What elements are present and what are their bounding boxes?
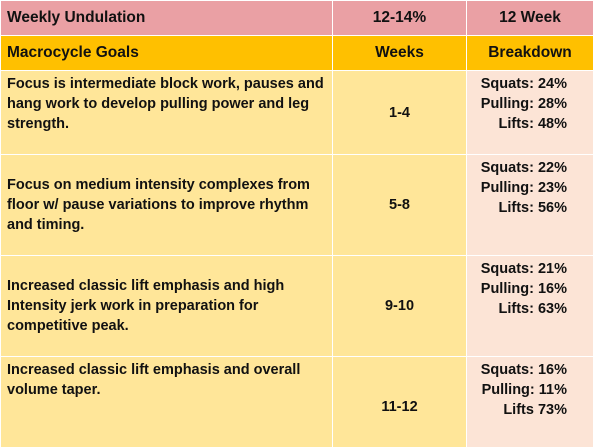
goal-cell: Increased classic lift emphasis and over… bbox=[1, 357, 333, 448]
table-row: Increased classic lift emphasis and high… bbox=[1, 256, 593, 357]
weeks-cell: 9-10 bbox=[333, 256, 467, 357]
table-row: Focus is intermediate block work, pauses… bbox=[1, 71, 593, 155]
table-title: Weekly Undulation bbox=[1, 1, 333, 36]
breakdown-cell: Squats: 16% Pulling: 11% Lifts 73% bbox=[467, 357, 593, 448]
column-header-weeks: Weeks bbox=[333, 36, 467, 71]
pulling-percent: Pulling: 11% bbox=[473, 380, 567, 400]
column-header-breakdown: Breakdown bbox=[467, 36, 593, 71]
squats-percent: Squats: 24% bbox=[473, 74, 567, 94]
weeks-cell: 1-4 bbox=[333, 71, 467, 155]
breakdown-cell: Squats: 21% Pulling: 16% Lifts: 63% bbox=[467, 256, 593, 357]
weeks-cell: 11-12 bbox=[333, 357, 467, 448]
goal-cell: Focus is intermediate block work, pauses… bbox=[1, 71, 333, 155]
lifts-percent: Lifts 73% bbox=[473, 400, 567, 420]
goal-cell: Increased classic lift emphasis and high… bbox=[1, 256, 333, 357]
squats-percent: Squats: 16% bbox=[473, 360, 567, 380]
lifts-percent: Lifts: 56% bbox=[473, 198, 567, 218]
column-header-goals: Macrocycle Goals bbox=[1, 36, 333, 71]
pulling-percent: Pulling: 23% bbox=[473, 178, 567, 198]
program-duration: 12 Week bbox=[467, 1, 593, 36]
table-row: Increased classic lift emphasis and over… bbox=[1, 357, 593, 448]
title-row: Weekly Undulation 12-14% 12 Week bbox=[1, 1, 593, 36]
column-header-row: Macrocycle Goals Weeks Breakdown bbox=[1, 36, 593, 71]
breakdown-cell: Squats: 24% Pulling: 28% Lifts: 48% bbox=[467, 71, 593, 155]
pulling-percent: Pulling: 28% bbox=[473, 94, 567, 114]
lifts-percent: Lifts: 63% bbox=[473, 299, 567, 319]
table-row: Focus on medium intensity complexes from… bbox=[1, 155, 593, 256]
undulation-table-frame: Weekly Undulation 12-14% 12 Week Macrocy… bbox=[0, 0, 593, 400]
squats-percent: Squats: 21% bbox=[473, 259, 567, 279]
lifts-percent: Lifts: 48% bbox=[473, 114, 567, 134]
pulling-percent: Pulling: 16% bbox=[473, 279, 567, 299]
weeks-cell: 5-8 bbox=[333, 155, 467, 256]
goal-cell: Focus on medium intensity complexes from… bbox=[1, 155, 333, 256]
intensity-range: 12-14% bbox=[333, 1, 467, 36]
breakdown-cell: Squats: 22% Pulling: 23% Lifts: 56% bbox=[467, 155, 593, 256]
squats-percent: Squats: 22% bbox=[473, 158, 567, 178]
